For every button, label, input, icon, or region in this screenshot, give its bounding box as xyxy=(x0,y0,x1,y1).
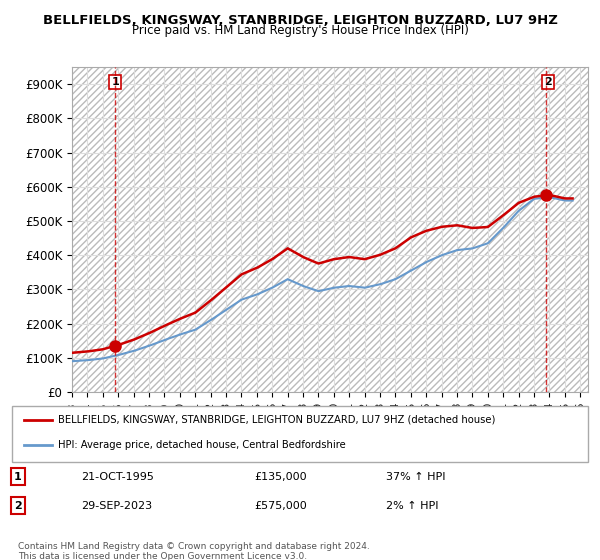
Text: BELLFIELDS, KINGSWAY, STANBRIDGE, LEIGHTON BUZZARD, LU7 9HZ (detached house): BELLFIELDS, KINGSWAY, STANBRIDGE, LEIGHT… xyxy=(58,415,496,425)
Text: £135,000: £135,000 xyxy=(254,472,307,482)
Text: 1: 1 xyxy=(14,472,22,482)
Text: 1: 1 xyxy=(111,77,119,87)
Text: 2: 2 xyxy=(14,501,22,511)
Text: 2% ↑ HPI: 2% ↑ HPI xyxy=(386,501,439,511)
Text: 21-OCT-1995: 21-OCT-1995 xyxy=(81,472,154,482)
Text: HPI: Average price, detached house, Central Bedfordshire: HPI: Average price, detached house, Cent… xyxy=(58,440,346,450)
Text: £575,000: £575,000 xyxy=(254,501,307,511)
Text: 2: 2 xyxy=(544,77,552,87)
Text: Contains HM Land Registry data © Crown copyright and database right 2024.
This d: Contains HM Land Registry data © Crown c… xyxy=(18,542,370,560)
Text: 37% ↑ HPI: 37% ↑ HPI xyxy=(386,472,446,482)
FancyBboxPatch shape xyxy=(12,406,588,462)
Text: Price paid vs. HM Land Registry's House Price Index (HPI): Price paid vs. HM Land Registry's House … xyxy=(131,24,469,36)
Text: BELLFIELDS, KINGSWAY, STANBRIDGE, LEIGHTON BUZZARD, LU7 9HZ: BELLFIELDS, KINGSWAY, STANBRIDGE, LEIGHT… xyxy=(43,14,557,27)
Text: 29-SEP-2023: 29-SEP-2023 xyxy=(81,501,152,511)
